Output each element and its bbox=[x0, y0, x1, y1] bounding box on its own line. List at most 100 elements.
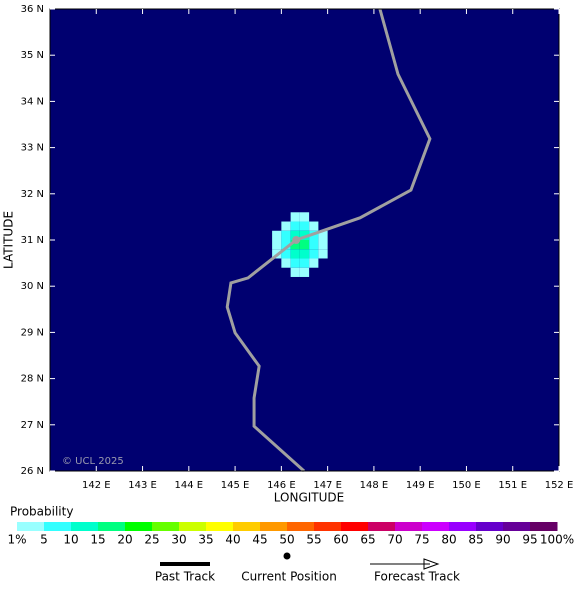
y-tick-label: 34 N bbox=[21, 96, 44, 107]
y-axis-label: LATITUDE bbox=[2, 211, 16, 269]
probability-cell bbox=[281, 258, 291, 268]
probability-cell bbox=[281, 240, 291, 250]
scale-swatch bbox=[17, 522, 45, 531]
scale-label: 55 bbox=[306, 533, 321, 547]
probability-cell bbox=[318, 230, 328, 240]
current-position-symbol bbox=[283, 552, 291, 560]
scale-swatch bbox=[233, 522, 261, 531]
y-tick-label: 35 N bbox=[21, 50, 44, 61]
scale-swatch bbox=[206, 522, 234, 531]
scale-swatch bbox=[125, 522, 153, 531]
probability-cell bbox=[299, 258, 310, 268]
scale-label: 5 bbox=[40, 533, 48, 547]
scale-swatch bbox=[287, 522, 315, 531]
probability-cell bbox=[281, 249, 291, 259]
scale-label: 40 bbox=[225, 533, 240, 547]
scale-swatch bbox=[530, 522, 558, 531]
probability-cell bbox=[290, 258, 300, 268]
x-tick-label: 145 E bbox=[221, 480, 250, 491]
scale-swatch bbox=[98, 522, 126, 531]
legend-label: Past Track bbox=[155, 570, 215, 584]
y-tick-label: 36 N bbox=[21, 4, 44, 15]
probability-cell bbox=[299, 249, 310, 259]
x-axis-label: LONGITUDE bbox=[274, 491, 344, 505]
y-tick-label: 27 N bbox=[21, 420, 44, 431]
probability-cell bbox=[290, 240, 300, 250]
scale-label: 25 bbox=[144, 533, 159, 547]
probability-cell bbox=[290, 221, 300, 231]
scale-swatch bbox=[476, 522, 504, 531]
scale-label: 95 bbox=[522, 533, 537, 547]
probability-cell bbox=[299, 240, 310, 250]
forecast-arrow bbox=[423, 558, 440, 570]
y-tick-label: 31 N bbox=[21, 235, 44, 246]
probability-cell bbox=[299, 221, 310, 231]
legend-label: Forecast Track bbox=[374, 570, 460, 584]
probability-cell bbox=[309, 249, 319, 259]
scale-swatch bbox=[368, 522, 396, 531]
scale-label: 15 bbox=[90, 533, 105, 547]
scale-swatch bbox=[179, 522, 207, 531]
scale-swatch bbox=[422, 522, 450, 531]
x-tick-label: 142 E bbox=[82, 480, 111, 491]
y-tick-label: 29 N bbox=[21, 327, 44, 338]
y-tick-label: 32 N bbox=[21, 189, 44, 200]
scale-label: 45 bbox=[252, 533, 267, 547]
scale-label: 100% bbox=[540, 533, 574, 547]
x-tick-label: 151 E bbox=[498, 480, 527, 491]
scale-swatch bbox=[341, 522, 369, 531]
current-position bbox=[292, 236, 301, 244]
scale-swatch bbox=[449, 522, 477, 531]
x-tick-label: 149 E bbox=[406, 480, 435, 491]
legend-label: Current Position bbox=[241, 570, 337, 584]
x-tick-label: 148 E bbox=[360, 480, 389, 491]
y-tick-label: 33 N bbox=[21, 143, 44, 154]
probability-cell bbox=[318, 240, 328, 250]
x-tick-label: 152 E bbox=[545, 480, 574, 491]
scale-label: 35 bbox=[198, 533, 213, 547]
probability-cell bbox=[281, 230, 291, 240]
scale-label: 70 bbox=[387, 533, 402, 547]
y-tick-label: 28 N bbox=[21, 374, 44, 385]
probability-cell bbox=[299, 230, 310, 240]
probability-cell bbox=[272, 240, 282, 250]
probability-cell bbox=[281, 221, 291, 231]
probability-cell bbox=[299, 267, 310, 277]
x-tick-label: 147 E bbox=[313, 480, 342, 491]
probability-cell bbox=[299, 212, 310, 222]
scale-label: 10 bbox=[63, 533, 78, 547]
storm-track bbox=[225, 8, 432, 473]
scale-swatch bbox=[314, 522, 342, 531]
scale-swatch bbox=[152, 522, 180, 531]
scale-label: 80 bbox=[441, 533, 456, 547]
x-tick-label: 150 E bbox=[452, 480, 481, 491]
scale-swatch bbox=[71, 522, 99, 531]
y-tick-label: 30 N bbox=[21, 281, 44, 292]
probability-cell bbox=[290, 267, 300, 277]
x-tick-label: 146 E bbox=[267, 480, 296, 491]
probability-cell bbox=[290, 249, 300, 259]
scale-swatch bbox=[260, 522, 288, 531]
scale-title: Probability bbox=[10, 505, 73, 519]
scale-swatch bbox=[44, 522, 72, 531]
y-tick-label: 26 N bbox=[21, 466, 44, 477]
x-tick-label: 143 E bbox=[128, 480, 157, 491]
probability-cell bbox=[290, 230, 300, 240]
scale-swatch bbox=[395, 522, 423, 531]
credit: © UCL 2025 bbox=[62, 456, 124, 467]
scale-swatch bbox=[503, 522, 531, 531]
scale-label: 1% bbox=[7, 533, 26, 547]
scale-label: 20 bbox=[117, 533, 132, 547]
probability-cell bbox=[309, 258, 319, 268]
probability-cell bbox=[309, 240, 319, 250]
x-tick-label: 144 E bbox=[175, 480, 204, 491]
scale-label: 85 bbox=[468, 533, 483, 547]
scale-label: 75 bbox=[414, 533, 429, 547]
probability-cell bbox=[318, 249, 328, 259]
probability-cell bbox=[309, 221, 319, 231]
scale-label: 65 bbox=[360, 533, 375, 547]
scale-label: 90 bbox=[495, 533, 510, 547]
probability-cell bbox=[290, 212, 300, 222]
